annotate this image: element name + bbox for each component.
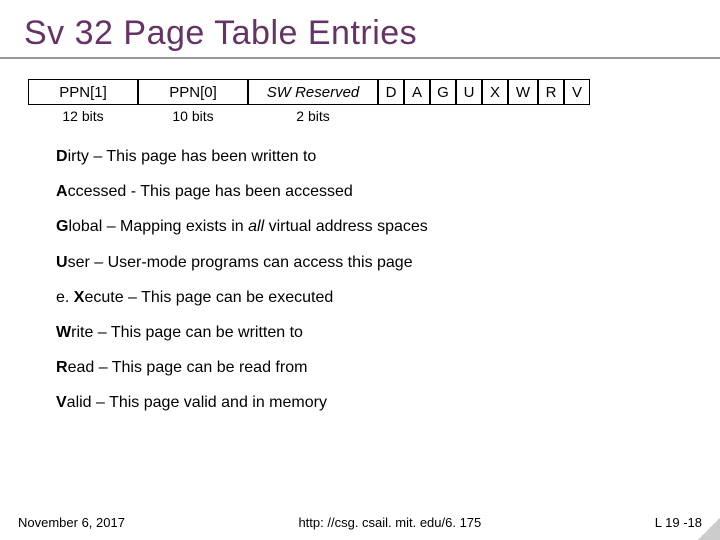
definition-line: Dirty – This page has been written to xyxy=(56,147,664,166)
pte-width-label xyxy=(564,105,590,127)
definition-line: User – User-mode programs can access thi… xyxy=(56,253,664,272)
definition-line: Accessed - This page has been accessed xyxy=(56,182,664,201)
pte-field-row: PPN[1]PPN[0]SW ReservedDAGUXWRV xyxy=(28,79,692,105)
page-corner-icon xyxy=(698,518,720,540)
pte-width-label xyxy=(378,105,404,127)
pte-field-cell: R xyxy=(538,79,564,105)
pte-width-label: 2 bits xyxy=(248,105,378,127)
pte-width-label xyxy=(404,105,430,127)
definition-line: e. Xecute – This page can be executed xyxy=(56,288,664,307)
pte-field-cell: A xyxy=(404,79,430,105)
pte-field-cell: W xyxy=(508,79,538,105)
definitions-list: Dirty – This page has been written to Acc… xyxy=(56,147,664,413)
pte-field-cell: SW Reserved xyxy=(248,79,378,105)
pte-field-cell: X xyxy=(482,79,508,105)
pte-width-label xyxy=(508,105,538,127)
definition-line: Read – This page can be read from xyxy=(56,358,664,377)
pte-width-label xyxy=(430,105,456,127)
definition-line: Write – This page can be written to xyxy=(56,323,664,342)
title-underline: Sv 32 Page Table Entries xyxy=(0,0,720,59)
footer-date: November 6, 2017 xyxy=(18,515,125,530)
pte-field-cell: PPN[1] xyxy=(28,79,138,105)
pte-field-cell: V xyxy=(564,79,590,105)
footer-slide-number: L 19 -18 xyxy=(655,515,702,530)
slide: Sv 32 Page Table Entries PPN[1]PPN[0]SW … xyxy=(0,0,720,540)
pte-width-label: 12 bits xyxy=(28,105,138,127)
pte-field-cell: D xyxy=(378,79,404,105)
pte-field-cell: PPN[0] xyxy=(138,79,248,105)
pte-width-label xyxy=(482,105,508,127)
pte-field-cell: G xyxy=(430,79,456,105)
pte-width-label xyxy=(456,105,482,127)
pte-field-cell: U xyxy=(456,79,482,105)
pte-width-label: 10 bits xyxy=(138,105,248,127)
page-title: Sv 32 Page Table Entries xyxy=(24,14,696,53)
definition-line: Global – Mapping exists in all virtual a… xyxy=(56,217,664,236)
footer: November 6, 2017 http: //csg. csail. mit… xyxy=(0,515,720,530)
pte-width-row: 12 bits10 bits2 bits xyxy=(28,105,692,127)
definition-line: Valid – This page valid and in memory xyxy=(56,393,664,412)
pte-width-label xyxy=(538,105,564,127)
footer-url: http: //csg. csail. mit. edu/6. 175 xyxy=(125,515,655,530)
pte-table: PPN[1]PPN[0]SW ReservedDAGUXWRV 12 bits1… xyxy=(28,79,692,127)
